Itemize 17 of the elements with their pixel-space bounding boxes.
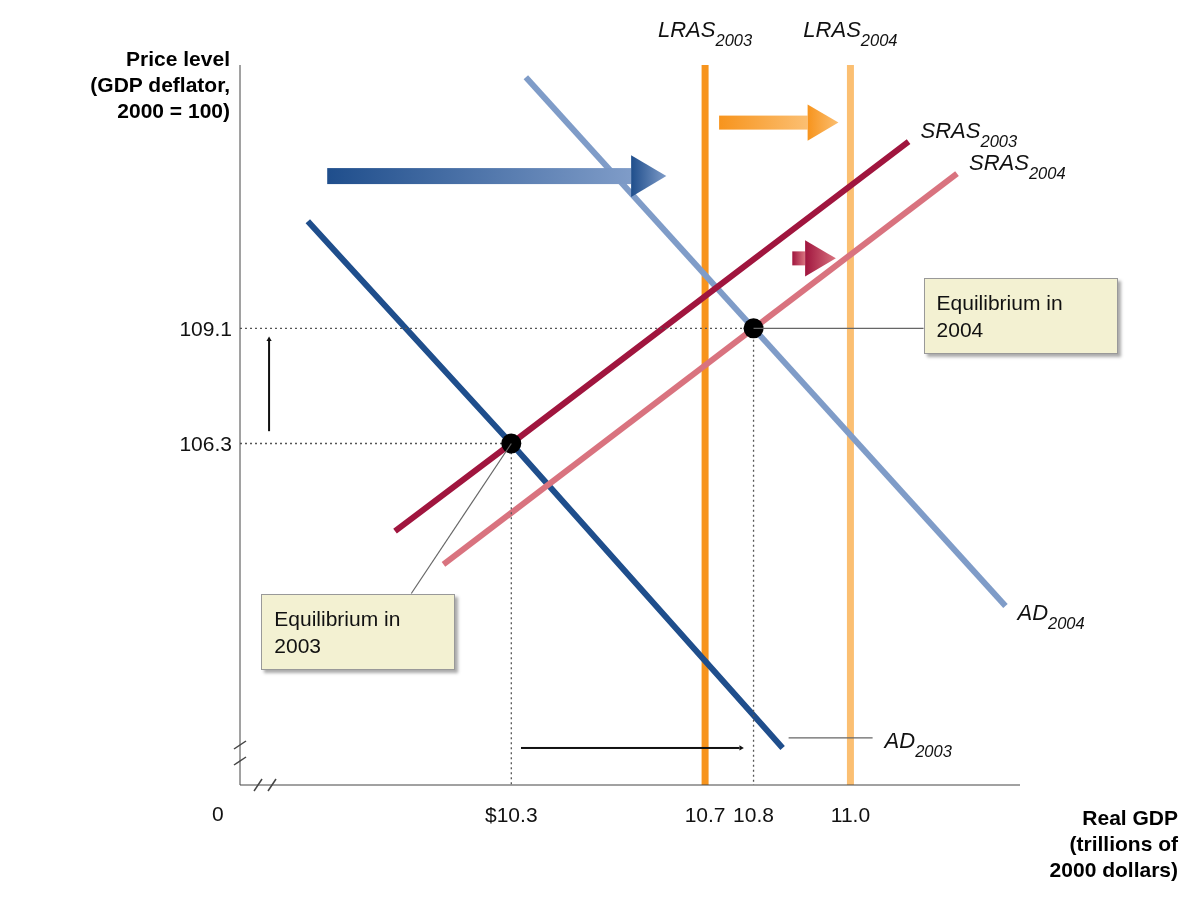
text: AD$_{2003}$ xyxy=(882,727,953,760)
x-tick-label: 10.8 xyxy=(733,802,774,826)
callout: Equilibrium in 2004 xyxy=(923,278,1118,355)
callout: Equilibrium in 2003 xyxy=(261,593,456,670)
x-tick-label: $10.3 xyxy=(485,802,538,826)
y-tick-label: 109.1 xyxy=(179,316,232,340)
series-label: SRAS$_{2004}$ xyxy=(969,149,1066,182)
series-label: AD$_{2004}$ xyxy=(1015,600,1085,633)
ref-line-label: LRAS$_{2004}$ xyxy=(803,17,898,49)
y-axis-title: Price level (GDP deflator, 2000 = 100) xyxy=(89,46,230,124)
x-axis-title: Real GDP (trillions of 2000 dollars) xyxy=(1049,805,1178,883)
x-tick-label: 10.7 xyxy=(684,802,726,826)
series-label: SRAS$_{2003}$ xyxy=(920,117,1019,150)
x-tick-label: 11.0 xyxy=(830,802,871,826)
y-tick-label: 106.3 xyxy=(179,431,232,455)
ref-line-label: LRAS$_{2003}$ xyxy=(657,17,754,49)
text: 0 xyxy=(212,802,224,825)
